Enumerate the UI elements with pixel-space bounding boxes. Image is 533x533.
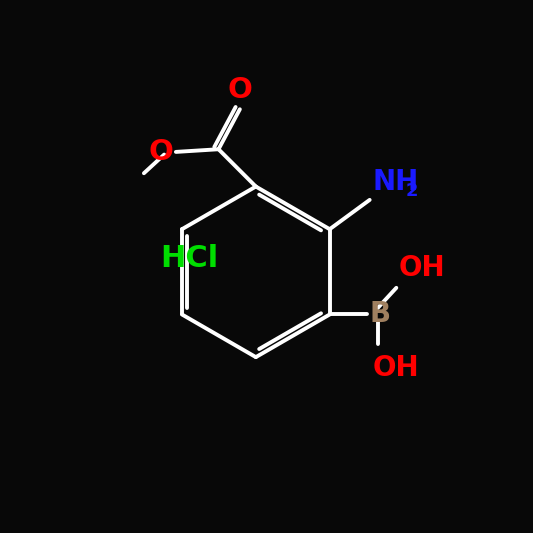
Text: 2: 2 [406,182,418,200]
Text: O: O [228,76,252,104]
Text: HCl: HCl [160,244,219,273]
Text: OH: OH [399,254,446,282]
Text: NH: NH [373,167,418,196]
Text: O: O [148,138,173,166]
Text: B: B [370,301,391,328]
Text: OH: OH [373,354,419,383]
